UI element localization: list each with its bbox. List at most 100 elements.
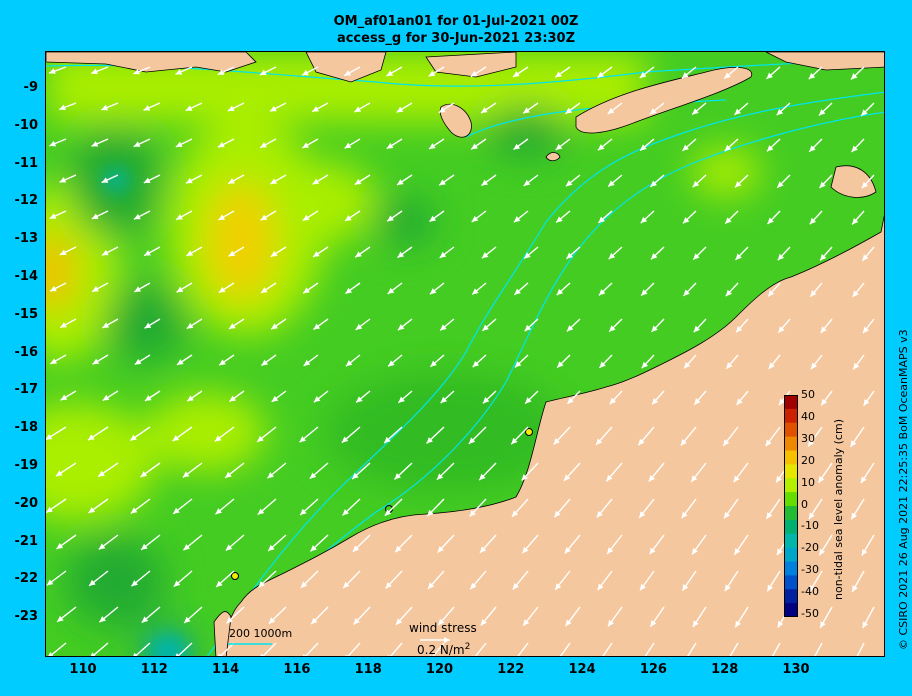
wind-arrow-head bbox=[60, 394, 68, 401]
wind-arrow-head bbox=[471, 215, 479, 222]
wind-arrow-head bbox=[384, 509, 392, 516]
wind-arrow-head bbox=[597, 144, 605, 151]
x-tick-label: 114 bbox=[212, 662, 240, 677]
colorbar-tick-label: 30 bbox=[801, 431, 815, 445]
wind-arrow-head bbox=[652, 397, 659, 405]
map-panel[interactable] bbox=[45, 51, 885, 657]
colorbar-swatch bbox=[784, 408, 798, 424]
colorbar-swatch bbox=[784, 395, 798, 410]
y-tick-label: -17 bbox=[14, 382, 39, 398]
wind-arrow-head bbox=[185, 105, 193, 111]
wind-arrow-head bbox=[143, 177, 151, 183]
wind-arrow-head bbox=[468, 437, 476, 444]
wind-arrow-head bbox=[55, 470, 63, 477]
wind-arrow-head bbox=[300, 581, 308, 588]
wind-arrow-head bbox=[512, 582, 519, 590]
wind-arrow-head bbox=[810, 362, 817, 370]
colorbar-swatch bbox=[784, 506, 798, 521]
wind-arrow-head bbox=[98, 543, 106, 550]
wind-arrow-head bbox=[176, 359, 184, 365]
wind-arrow-head bbox=[819, 181, 826, 188]
wind-arrow-head bbox=[101, 249, 109, 256]
wind-arrow-head bbox=[861, 181, 869, 189]
wind-arrow-head bbox=[141, 543, 148, 550]
wind-arrow-head bbox=[606, 474, 613, 482]
wind-arrow-head bbox=[144, 395, 152, 401]
wind-arrow-head bbox=[810, 290, 817, 297]
wind-arrow-head bbox=[130, 434, 137, 441]
wind-arrow-head bbox=[472, 360, 480, 368]
y-tick-label: -23 bbox=[14, 609, 39, 625]
wind-arrow-head bbox=[736, 398, 743, 405]
wind-arrow-head bbox=[598, 289, 606, 296]
y-tick-label: -10 bbox=[14, 117, 39, 133]
wind-arrow-head bbox=[852, 290, 859, 297]
colorbar-tick-label: 10 bbox=[801, 475, 815, 489]
x-tick-label: 130 bbox=[782, 662, 810, 677]
wind-arrow-head bbox=[809, 584, 816, 592]
wind-arrow-head bbox=[734, 181, 742, 188]
wind-stress-arrows bbox=[46, 66, 875, 656]
wind-arrow-head bbox=[481, 107, 488, 113]
wind-arrow-head bbox=[101, 104, 109, 111]
y-tick-label: -12 bbox=[14, 193, 39, 209]
y-tick-label: -20 bbox=[14, 495, 39, 511]
wind-arrow-head bbox=[861, 548, 868, 556]
wind-arrow bbox=[304, 642, 319, 656]
wind-arrow-head bbox=[388, 360, 395, 367]
map-title: OM_af01an01 for 01-Jul-2021 00Z bbox=[333, 14, 579, 29]
wind-arrow-head bbox=[130, 507, 138, 514]
wind-arrow-head bbox=[693, 253, 700, 260]
wind-arrow-head bbox=[513, 216, 521, 223]
wind-arrow-head bbox=[724, 72, 731, 79]
wind-arrow-head bbox=[87, 434, 95, 441]
wind-arrow-head bbox=[691, 475, 698, 482]
wind-arrow-head bbox=[345, 654, 348, 656]
wind-arrow-head bbox=[311, 617, 318, 625]
wind-arrow-head bbox=[49, 213, 57, 219]
wind-arrow-head bbox=[312, 251, 320, 257]
wind-arrow-head bbox=[259, 69, 267, 75]
y-tick-label: -14 bbox=[14, 269, 39, 284]
wind-arrow-head bbox=[725, 289, 733, 297]
wind-arrow-head bbox=[514, 655, 516, 656]
wind-stress-label: wind stress bbox=[409, 621, 477, 635]
sea-level-map bbox=[46, 52, 884, 656]
wind-arrow-head bbox=[395, 545, 402, 553]
wind-arrow-head bbox=[353, 618, 360, 625]
wind-arrow-head bbox=[819, 548, 826, 556]
wind-arrow-head bbox=[479, 546, 487, 553]
wind-arrow-head bbox=[557, 655, 558, 656]
wind-arrow-head bbox=[481, 179, 489, 186]
wind-arrow-head bbox=[525, 397, 532, 404]
x-tick-label: 112 bbox=[140, 662, 168, 677]
wind-arrow-head bbox=[479, 473, 486, 481]
y-tick-label: -16 bbox=[14, 344, 39, 360]
wind-arrow bbox=[474, 642, 487, 656]
wind-arrow-head bbox=[513, 71, 520, 78]
wind-arrow-head bbox=[217, 69, 225, 75]
wind-arrow-head bbox=[651, 325, 658, 332]
wind-arrow-head bbox=[140, 471, 148, 478]
wind-arrow-head bbox=[141, 616, 149, 623]
wind-arrow-head bbox=[258, 581, 265, 588]
wind-arrow-head bbox=[59, 249, 67, 255]
colorbar-swatch bbox=[784, 603, 798, 617]
wind-arrow-head bbox=[302, 654, 306, 656]
wind-arrow-head bbox=[608, 180, 615, 187]
wind-arrow-head bbox=[267, 472, 275, 479]
wind-arrow-head bbox=[345, 360, 353, 367]
wind-arrow-head bbox=[564, 547, 571, 554]
wind-arrow-head bbox=[59, 177, 67, 183]
wind-arrow-head bbox=[439, 179, 446, 186]
wind-arrow-head bbox=[808, 72, 816, 80]
wind-arrow-head bbox=[257, 435, 264, 442]
wind-arrow-head bbox=[820, 326, 827, 333]
wind-arrow-head bbox=[430, 360, 437, 367]
wind-arrow-head bbox=[608, 252, 616, 260]
wind-arrow-head bbox=[821, 398, 828, 406]
wind-arrow-head bbox=[650, 620, 657, 627]
wind-arrow-head bbox=[650, 180, 657, 187]
wind-arrow-head bbox=[609, 325, 616, 332]
wind-arrow-head bbox=[343, 581, 350, 589]
